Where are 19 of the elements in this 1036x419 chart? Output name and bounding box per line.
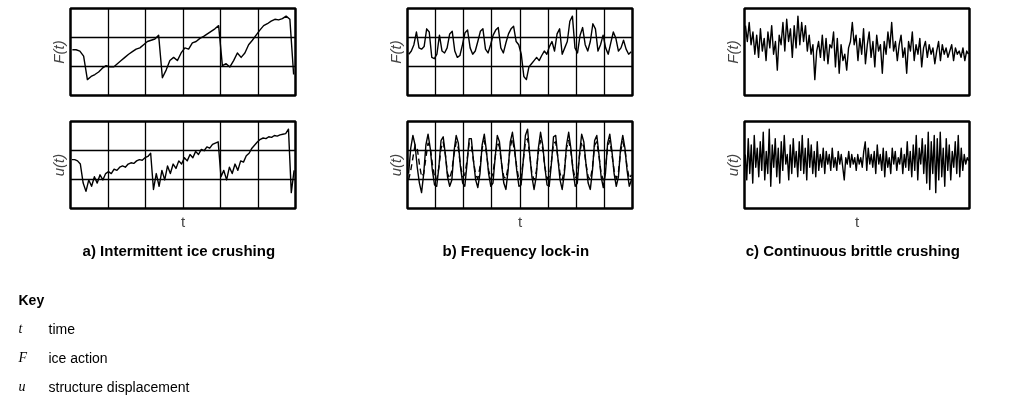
text: a) Intermittent ice crushing <box>82 241 276 259</box>
text: c) Continuous brittle crushing <box>745 241 960 259</box>
text: Key <box>18 291 45 308</box>
y-axis-title: F(t) <box>723 40 741 64</box>
x-axis-title: t <box>854 212 860 230</box>
y-axis-title: F(t) <box>49 40 67 64</box>
text: t <box>18 321 24 336</box>
x-axis-title: t <box>180 212 186 230</box>
text: b) Frequency lock-in <box>442 241 590 259</box>
text: structure displacement <box>48 378 190 395</box>
y-axis-title: u(t) <box>386 153 404 177</box>
x-axis-title: t <box>517 212 523 230</box>
y-axis-title: F(t) <box>386 40 404 64</box>
text: time <box>48 320 76 337</box>
text: u <box>18 379 26 394</box>
y-axis-title: u(t) <box>49 153 67 177</box>
y-axis-title: u(t) <box>723 153 741 177</box>
text: F <box>17 350 28 365</box>
text: ice action <box>48 349 108 366</box>
